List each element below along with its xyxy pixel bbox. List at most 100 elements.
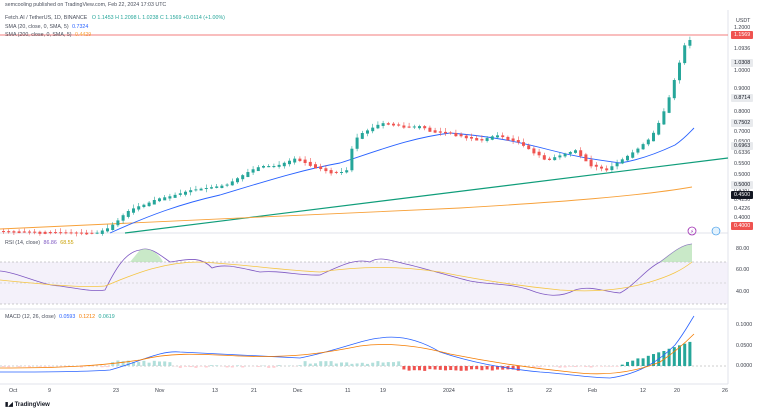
macd-hist-bar xyxy=(48,366,52,367)
candle-body xyxy=(355,137,359,149)
candle-body xyxy=(220,185,224,189)
macd-hist-bar xyxy=(132,361,135,366)
candle-body xyxy=(407,126,411,128)
tradingview-logo: ▮◢ TradingView xyxy=(5,401,50,408)
macd-hist-bar xyxy=(397,361,401,366)
candle-body xyxy=(397,124,401,126)
macd-hist-bar xyxy=(100,366,104,368)
candle-body xyxy=(558,155,562,158)
trend-line[interactable] xyxy=(124,157,729,234)
time-axis-label: Dec xyxy=(293,388,303,394)
candle-body xyxy=(522,142,525,146)
candle-body xyxy=(256,167,260,172)
macd-hist-bar xyxy=(568,366,572,367)
candle-body xyxy=(480,139,484,141)
macd-hist-bar xyxy=(142,360,146,366)
macd-hist-bar xyxy=(17,366,21,367)
sma20-line xyxy=(109,127,695,234)
flag-icon[interactable] xyxy=(711,226,721,236)
candle-body xyxy=(147,202,151,207)
macd-hist-bar xyxy=(137,362,141,366)
macd-hist-bar xyxy=(490,366,494,371)
macd-hist-bar xyxy=(178,366,182,368)
lightning-icon[interactable] xyxy=(687,226,697,236)
macd-hist-bar xyxy=(433,366,437,370)
price-tag: 1.0308 xyxy=(731,59,754,67)
macd-hist-bar xyxy=(574,366,577,368)
macd-hist-bar xyxy=(147,362,151,366)
candle-body xyxy=(168,196,172,199)
currency-label: USDT xyxy=(736,18,751,24)
price-tag: 0.7502 xyxy=(731,119,754,127)
candle-body xyxy=(54,232,57,234)
candle-body xyxy=(194,189,198,191)
price-tag: 0.4000 xyxy=(731,222,754,230)
macd-hist-bar xyxy=(7,366,11,368)
macd-hist-bar xyxy=(204,366,208,368)
time-axis-label: 21 xyxy=(251,388,257,394)
sma20-label: SMA (20, close, 0, SMA, 5) xyxy=(5,24,69,30)
macd-label: MACD (12, 26, close) xyxy=(5,314,56,320)
macd-hist-bar xyxy=(412,366,416,371)
macd-hist-bar xyxy=(43,366,47,367)
sma20-legend[interactable]: SMA (20, close, 0, SMA, 5) 0.7324 xyxy=(5,24,88,30)
macd-legend[interactable]: MACD (12, 26, close) 0.0593 0.1212 0.061… xyxy=(5,314,115,320)
macd-hist-bar xyxy=(688,341,692,366)
sma200-label: SMA (200, close, 0, SMA, 5) xyxy=(5,32,72,38)
time-axis-label: Feb xyxy=(588,388,598,394)
candle-body xyxy=(85,232,89,235)
candle-body xyxy=(2,231,5,233)
macd-hist-bar xyxy=(152,360,156,366)
sma200-legend[interactable]: SMA (200, close, 0, SMA, 5) 0.4429 xyxy=(5,32,91,38)
price-axis-label: 1.0000 xyxy=(734,68,751,74)
rsi-overbought-fill xyxy=(130,249,163,262)
macd-hist-bar xyxy=(350,363,354,366)
price-axis-label: 0.6336 xyxy=(734,150,751,156)
macd-hist-bar xyxy=(428,366,432,370)
rsi-axis-label: 80.00 xyxy=(736,246,750,252)
candle-body xyxy=(412,126,416,128)
candle-body xyxy=(360,133,364,139)
sma200-value: 0.4429 xyxy=(75,32,92,38)
symbol-ohlc-row: Fetch.AI / TetherUS, 1D, BINANCE O 1.145… xyxy=(5,15,225,21)
macd-hist-bar xyxy=(189,366,193,368)
candle-body xyxy=(345,170,349,173)
time-axis-label: Nov xyxy=(155,388,165,394)
macd-hist-bar xyxy=(277,365,281,366)
candle-body xyxy=(95,232,99,234)
candle-body xyxy=(438,131,442,133)
macd-hist-bar xyxy=(38,366,42,367)
candle-body xyxy=(605,168,609,171)
macd-hist-bar xyxy=(355,363,359,366)
candle-body xyxy=(43,231,47,234)
candle-body xyxy=(678,62,681,81)
candle-body xyxy=(381,123,385,126)
candle-body xyxy=(106,228,109,232)
published-caption: semcooling published on TradingView.com,… xyxy=(5,2,167,8)
price-axis-label: 0.7000 xyxy=(734,129,751,135)
candle-body xyxy=(376,124,380,129)
price-axis-label: 0.4250 xyxy=(734,197,751,203)
candle-body xyxy=(402,125,406,128)
candle-body xyxy=(579,150,583,157)
candle-body xyxy=(7,231,11,233)
candle-body xyxy=(90,232,94,234)
candle-body xyxy=(610,166,614,171)
rsi-legend[interactable]: RSI (14, close) 86.86 68.55 xyxy=(5,240,74,246)
macd-hist-bar xyxy=(558,366,562,368)
macd-hist-bar xyxy=(392,362,395,366)
candle-body xyxy=(267,166,271,168)
macd-hist-bar xyxy=(272,366,276,368)
macd-hist-bar xyxy=(319,361,323,366)
candle-body xyxy=(204,188,208,189)
candle-body xyxy=(126,211,130,217)
macd-hist-bar xyxy=(106,366,109,368)
symbol-name[interactable]: Fetch.AI / TetherUS, 1D, BINANCE xyxy=(5,15,88,21)
macd-hist-bar xyxy=(579,366,583,367)
macd-hist-bar xyxy=(236,365,239,366)
time-axis-label: 12 xyxy=(640,388,646,394)
macd-hist-bar xyxy=(485,366,489,370)
candle-body xyxy=(38,231,42,234)
macd-hist-bar xyxy=(683,343,687,366)
